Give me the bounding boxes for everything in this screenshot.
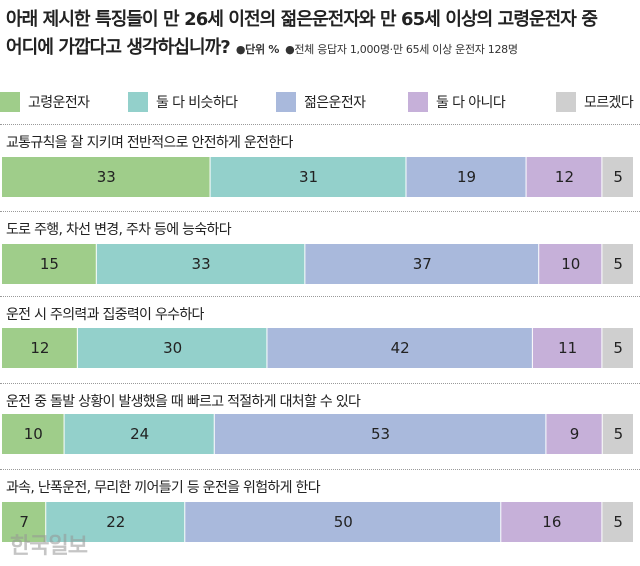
bar-segment (2, 502, 46, 542)
question-label: 교통규칙을 잘 지키며 전반적으로 안전하게 운전한다 (6, 135, 293, 151)
chart-legend: 고령운전자 둘 다 비슷하다 젊은운전자 둘 다 아니다 모르겠다 (0, 90, 640, 114)
legend-item-4: 둘 다 아니다 (408, 90, 506, 114)
bar-segment (602, 414, 633, 454)
data-label: 5 (613, 255, 623, 273)
question-label: 과속, 난폭운전, 무리한 끼어들기 등 운전을 위험하게 한다 (6, 480, 321, 496)
data-label: 7 (19, 513, 29, 531)
legend-swatch (556, 92, 576, 112)
row-divider (0, 124, 640, 125)
bar-segment (185, 502, 501, 542)
bar-segment (546, 414, 602, 454)
bar-segment (2, 157, 210, 197)
data-label: 30 (163, 339, 182, 357)
row-divider (0, 469, 640, 470)
legend-label: 모르겠다 (584, 95, 634, 111)
data-label: 50 (334, 513, 353, 531)
legend-item-2: 둘 다 비슷하다 (128, 90, 238, 114)
legend-swatch (0, 92, 20, 112)
question-label: 운전 중 돌발 상황이 발생했을 때 빠르고 적절하게 대처할 수 있다 (6, 394, 361, 410)
bar-segment (539, 244, 602, 284)
data-label: 22 (106, 513, 125, 531)
data-label: 10 (24, 425, 43, 443)
legend-swatch (276, 92, 296, 112)
data-label: 12 (555, 168, 574, 186)
bar-segment (602, 502, 633, 542)
bar-segment (526, 157, 602, 197)
data-label: 5 (613, 339, 623, 357)
chart-title: 아래 제시한 특징들이 만 26세 이전의 젊은운전자와 만 65세 이상의 고… (6, 6, 636, 64)
bar-segment (602, 244, 633, 284)
bar-segment (214, 414, 546, 454)
data-label: 11 (558, 339, 577, 357)
data-label: 5 (613, 513, 623, 531)
legend-item-5: 모르겠다 (556, 90, 634, 114)
legend-swatch (128, 92, 148, 112)
data-label: 10 (561, 255, 580, 273)
question-label: 운전 시 주의력과 집중력이 우수하다 (6, 307, 204, 323)
data-label: 37 (413, 255, 432, 273)
data-label: 5 (614, 425, 624, 443)
respondents-label: ●전체 응답자 1,000명·만 65세 이상 운전자 128명 (285, 43, 518, 56)
unit-label: ●단위 % (235, 43, 280, 56)
data-label: 24 (130, 425, 149, 443)
legend-label: 둘 다 비슷하다 (156, 95, 238, 111)
legend-label: 고령운전자 (28, 95, 90, 111)
title-line-2-text: 어디에 가깝다고 생각하십니까? (6, 37, 231, 58)
bar-segment (532, 328, 602, 368)
bar-segment (2, 244, 96, 284)
bar-segment (267, 328, 532, 368)
data-label: 42 (391, 339, 410, 357)
data-label: 16 (542, 513, 561, 531)
bar-segment (96, 244, 305, 284)
bar-segment (501, 502, 602, 542)
title-line-1: 아래 제시한 특징들이 만 26세 이전의 젊은운전자와 만 65세 이상의 고… (6, 9, 598, 30)
data-label: 12 (30, 339, 49, 357)
watermark: 한국일보 (10, 534, 88, 559)
unit-label-text: ●단위 % (235, 43, 280, 56)
legend-item-3: 젊은운전자 (276, 90, 366, 114)
row-divider (0, 383, 640, 384)
bar-segment (406, 157, 526, 197)
legend-swatch (408, 92, 428, 112)
legend-label: 둘 다 아니다 (436, 95, 506, 111)
data-label: 33 (192, 255, 211, 273)
bar-segment (305, 244, 539, 284)
bar-segment (2, 414, 64, 454)
data-label: 53 (371, 425, 390, 443)
data-label: 15 (40, 255, 59, 273)
legend-item-1: 고령운전자 (0, 90, 90, 114)
bar-segment (46, 502, 185, 542)
row-divider (0, 296, 640, 297)
bar-segment (210, 157, 406, 197)
bar-segment (602, 328, 633, 368)
data-label: 9 (570, 425, 580, 443)
bar-segment (602, 157, 633, 197)
row-divider (0, 211, 640, 212)
bar-segment (2, 328, 77, 368)
data-label: 5 (613, 168, 623, 186)
data-label: 33 (97, 168, 116, 186)
title-line-2: 어디에 가깝다고 생각하십니까? ●단위 % ●전체 응답자 1,000명·만 65… (6, 34, 636, 64)
data-label: 31 (299, 168, 318, 186)
legend-label: 젊은운전자 (304, 95, 366, 111)
question-label: 도로 주행, 차선 변경, 주차 등에 능숙하다 (6, 222, 232, 238)
bar-segment (64, 414, 214, 454)
bar-segment (77, 328, 267, 368)
data-label: 19 (457, 168, 476, 186)
